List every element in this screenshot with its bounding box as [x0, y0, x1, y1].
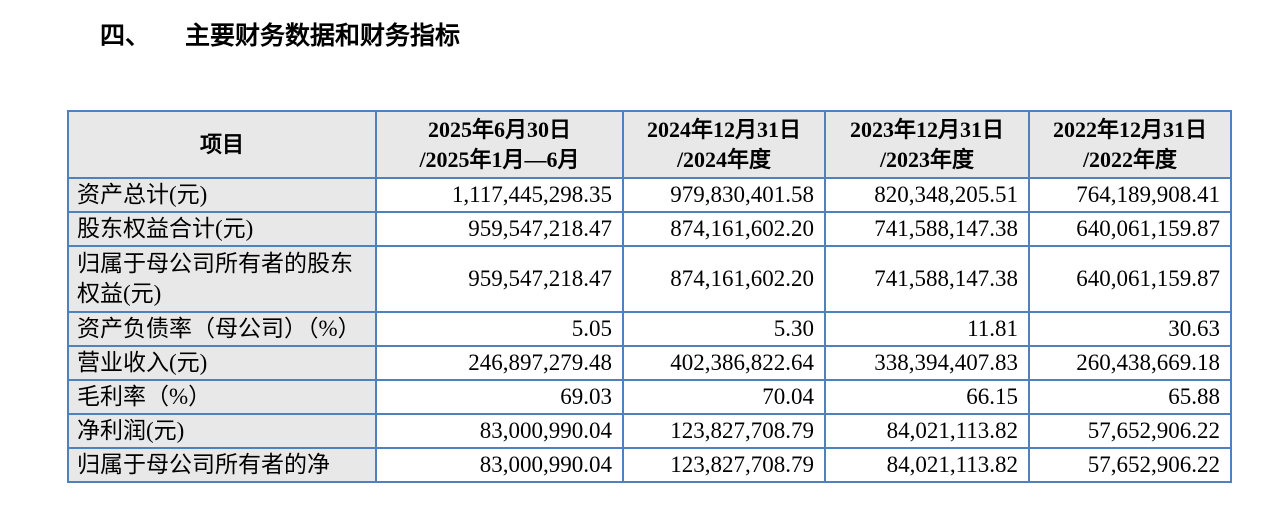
section-title-text: 主要财务数据和财务指标 [185, 23, 461, 50]
cell-value: 246,897,279.48 [375, 345, 624, 381]
row-label: 资产总计(元) [67, 177, 377, 213]
table-row-debt-ratio: 资产负债率（母公司）（%） 5.05 5.30 11.81 30.63 [67, 311, 1232, 347]
table-row-total-equity: 股东权益合计(元) 959,547,218.47 874,161,602.20 … [67, 211, 1232, 247]
financial-data-table: 项目 2025年6月30日 /2025年1月—6月 2024年12月31日 /2… [67, 110, 1232, 483]
cell-value: 979,830,401.58 [622, 177, 826, 213]
cell-value: 65.88 [1028, 379, 1232, 415]
cell-value: 66.15 [824, 379, 1030, 415]
period-line2: /2024年度 [676, 146, 772, 172]
column-header-2025: 2025年6月30日 /2025年1月—6月 [375, 110, 624, 179]
cell-value: 5.05 [375, 311, 624, 347]
cell-value: 640,061,159.87 [1028, 211, 1232, 247]
period-line1: 2022年12月31日 [1052, 116, 1207, 142]
row-label: 毛利率（%） [67, 379, 377, 415]
cell-value: 83,000,990.04 [375, 413, 624, 449]
table-header-row: 项目 2025年6月30日 /2025年1月—6月 2024年12月31日 /2… [67, 110, 1232, 179]
section-title: 四、 主要财务数据和财务指标 [100, 16, 460, 52]
table-row-total-assets: 资产总计(元) 1,117,445,298.35 979,830,401.58 … [67, 177, 1232, 213]
table-row-gross-margin: 毛利率（%） 69.03 70.04 66.15 65.88 [67, 379, 1232, 415]
column-header-2023: 2023年12月31日 /2023年度 [824, 110, 1030, 179]
cell-value: 1,117,445,298.35 [375, 177, 624, 213]
cell-value: 764,189,908.41 [1028, 177, 1232, 213]
cell-value: 5.30 [622, 311, 826, 347]
row-label: 资产负债率（母公司）（%） [67, 311, 377, 347]
row-label: 净利润(元) [67, 413, 377, 449]
cell-value: 338,394,407.83 [824, 345, 1030, 381]
cell-value: 123,827,708.79 [622, 447, 826, 483]
period-line2: /2023年度 [879, 146, 975, 172]
cell-value: 84,021,113.82 [824, 413, 1030, 449]
row-label: 归属于母公司所有者的净 [67, 447, 377, 483]
column-header-item: 项目 [67, 110, 377, 179]
table-row-net-profit: 净利润(元) 83,000,990.04 123,827,708.79 84,0… [67, 413, 1232, 449]
period-line1: 2025年6月30日 [427, 116, 571, 142]
cell-value: 57,652,906.22 [1028, 413, 1232, 449]
cell-value: 57,652,906.22 [1028, 447, 1232, 483]
table-row-parent-net-profit: 归属于母公司所有者的净 83,000,990.04 123,827,708.79… [67, 447, 1232, 483]
period-line1: 2023年12月31日 [849, 116, 1004, 142]
table-row-revenue: 营业收入(元) 246,897,279.48 402,386,822.64 33… [67, 345, 1232, 381]
cell-value: 84,021,113.82 [824, 447, 1030, 483]
cell-value: 70.04 [622, 379, 826, 415]
cell-value: 260,438,669.18 [1028, 345, 1232, 381]
cell-value: 874,161,602.20 [622, 245, 826, 313]
cell-value: 820,348,205.51 [824, 177, 1030, 213]
row-label: 股东权益合计(元) [67, 211, 377, 247]
table-row-parent-equity: 归属于母公司所有者的股东权益(元) 959,547,218.47 874,161… [67, 245, 1232, 313]
row-label: 营业收入(元) [67, 345, 377, 381]
cell-value: 69.03 [375, 379, 624, 415]
cell-value: 30.63 [1028, 311, 1232, 347]
cell-value: 402,386,822.64 [622, 345, 826, 381]
cell-value: 874,161,602.20 [622, 211, 826, 247]
cell-value: 741,588,147.38 [824, 211, 1030, 247]
column-header-2024: 2024年12月31日 /2024年度 [622, 110, 826, 179]
period-line2: /2025年1月—6月 [419, 146, 580, 172]
column-header-2022: 2022年12月31日 /2022年度 [1028, 110, 1232, 179]
period-line1: 2024年12月31日 [646, 116, 801, 142]
cell-value: 83,000,990.04 [375, 447, 624, 483]
period-line2: /2022年度 [1082, 146, 1178, 172]
cell-value: 959,547,218.47 [375, 245, 624, 313]
cell-value: 123,827,708.79 [622, 413, 826, 449]
cell-value: 11.81 [824, 311, 1030, 347]
cell-value: 959,547,218.47 [375, 211, 624, 247]
cell-value: 741,588,147.38 [824, 245, 1030, 313]
row-label: 归属于母公司所有者的股东权益(元) [67, 245, 377, 313]
cell-value: 640,061,159.87 [1028, 245, 1232, 313]
section-number: 四、 [100, 23, 151, 50]
